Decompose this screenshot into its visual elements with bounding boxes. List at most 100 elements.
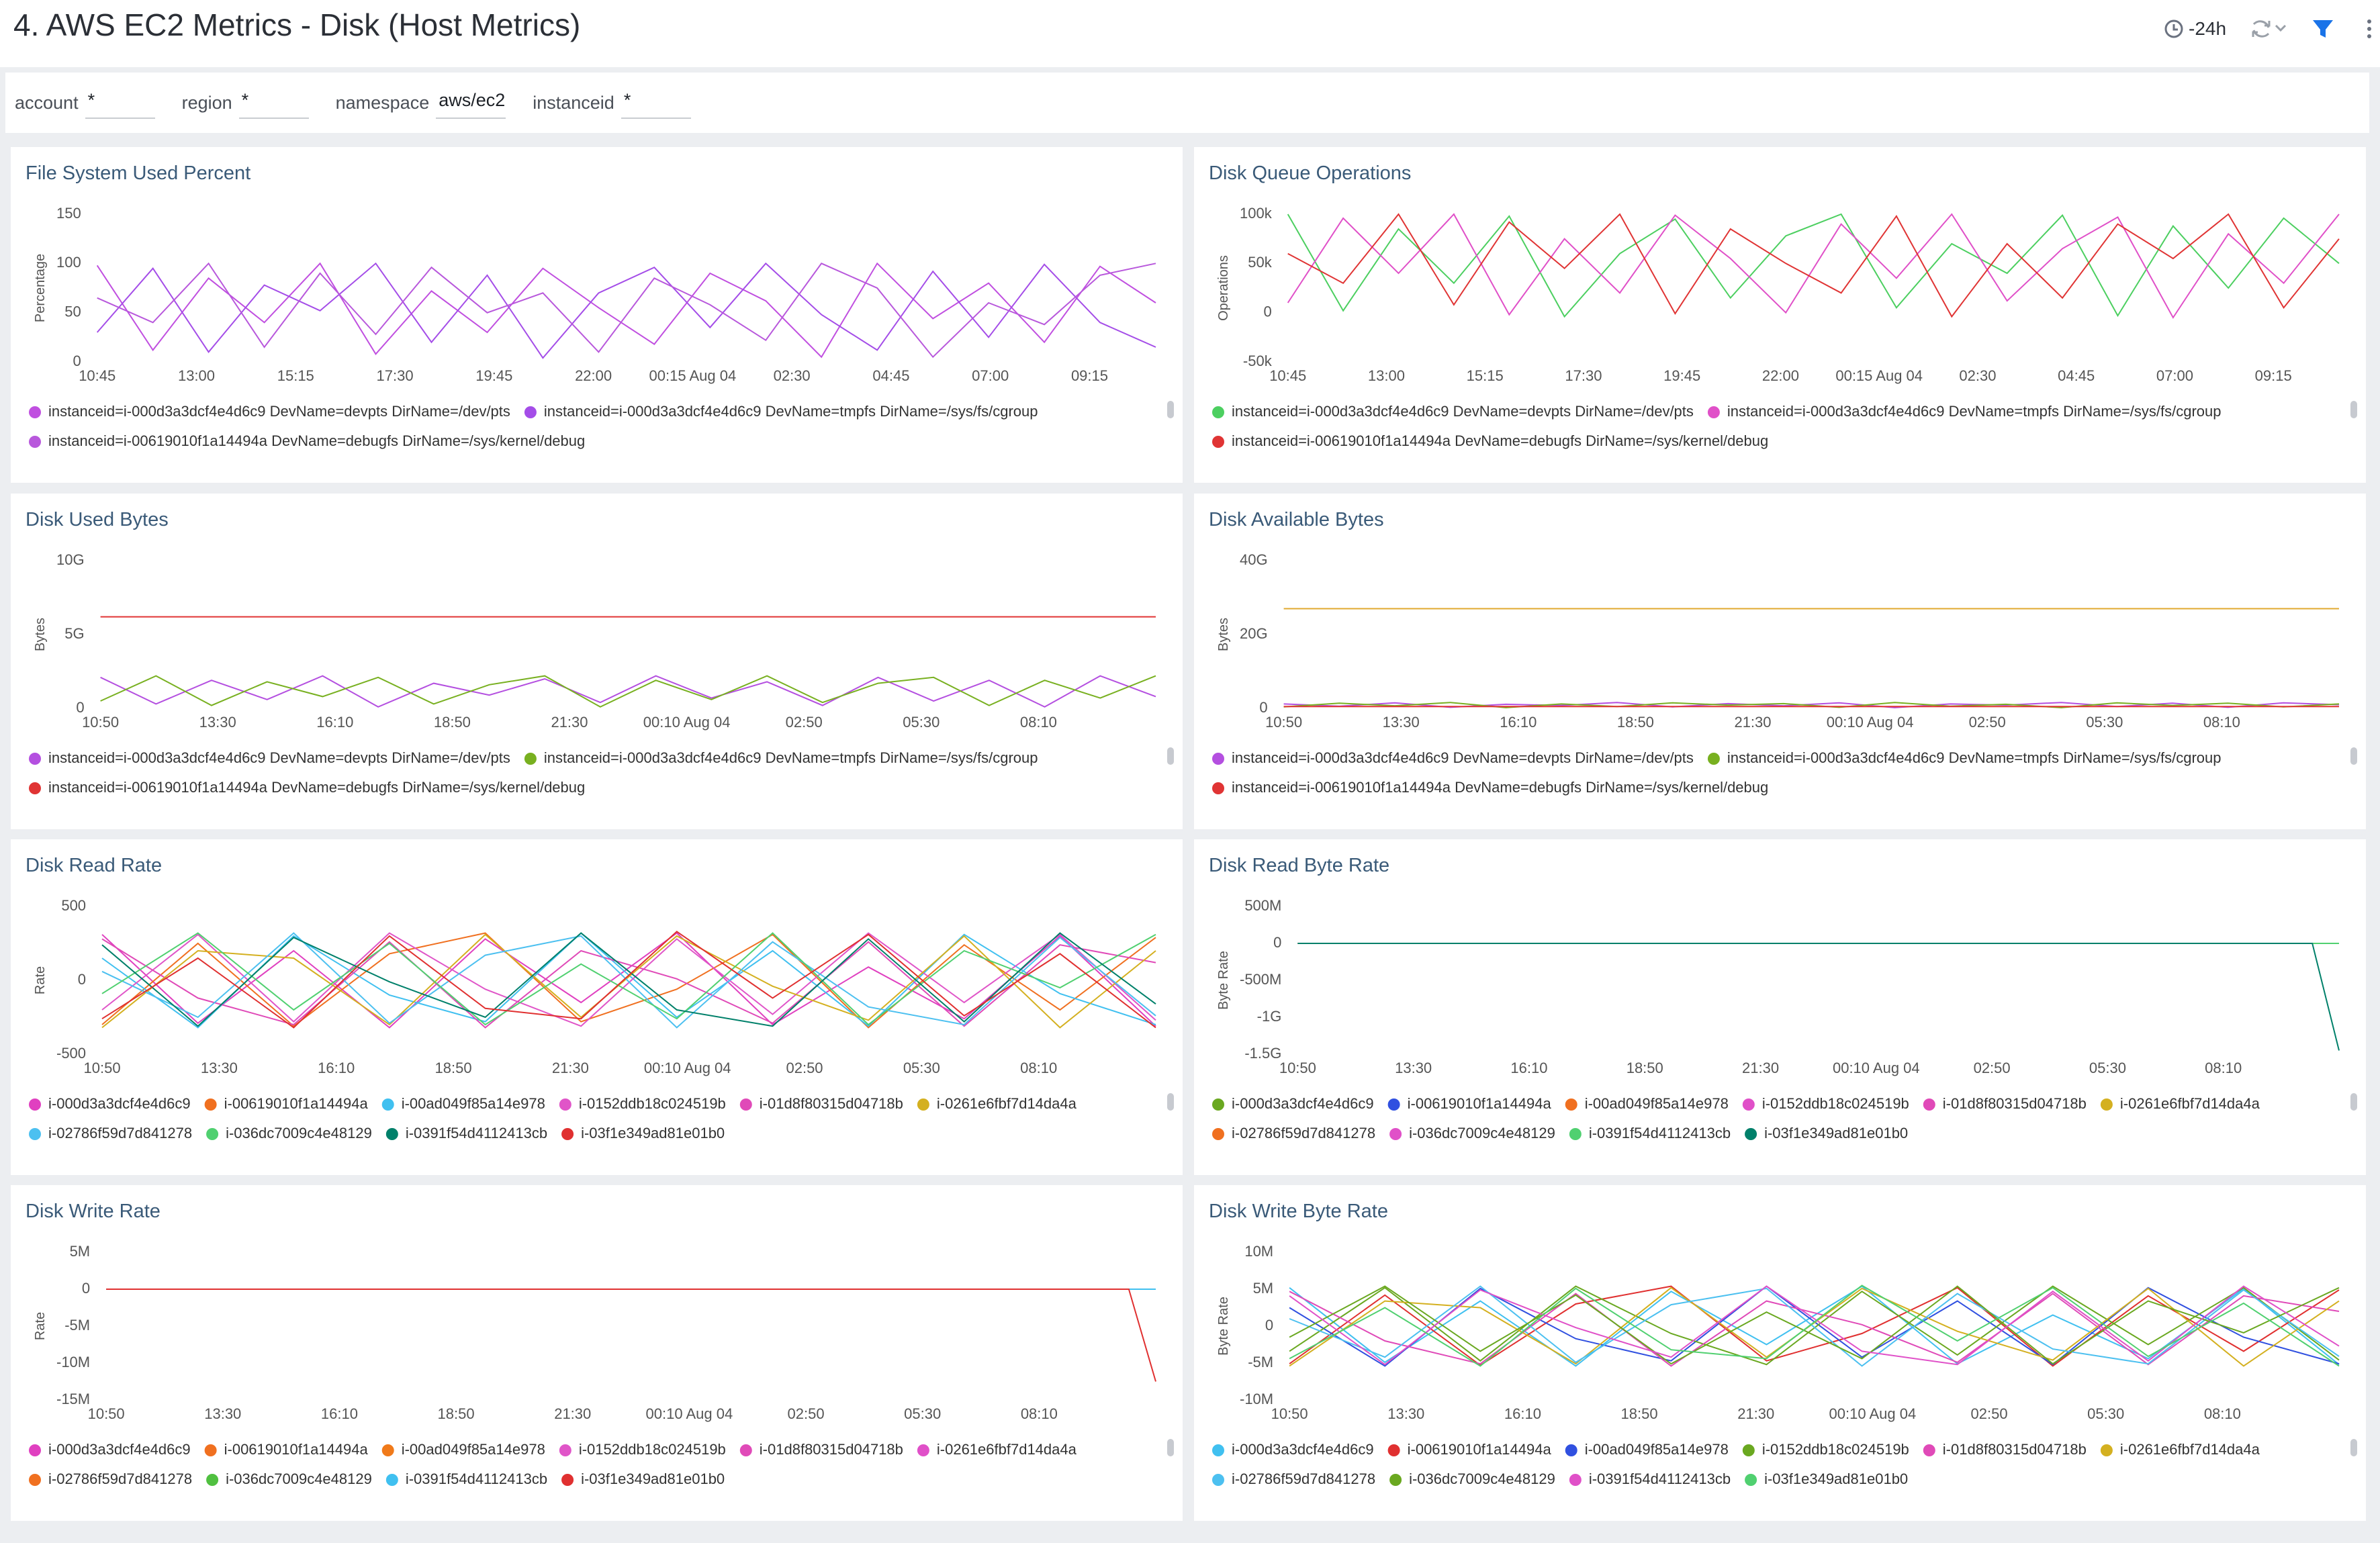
legend-label[interactable]: i-03f1e349ad81e01b0: [581, 1470, 725, 1487]
refresh-icon[interactable]: [2252, 20, 2271, 38]
legend-label[interactable]: instanceid=i-00619010f1a14494a DevName=d…: [48, 779, 585, 796]
legend-label[interactable]: i-0152ddb18c024519b: [1762, 1095, 1909, 1112]
series-line: [1289, 1285, 2340, 1367]
legend-label[interactable]: i-00619010f1a14494a: [224, 1441, 369, 1458]
legend-marker: [2100, 1098, 2113, 1111]
legend-label[interactable]: instanceid=i-000d3a3dcf4e4d6c9 DevName=d…: [1232, 749, 1694, 766]
legend-label[interactable]: i-02786f59d7d841278: [1232, 1125, 1375, 1141]
panel-title: Disk Queue Operations: [1209, 162, 1411, 184]
x-tick-label: 21:30: [1734, 714, 1771, 731]
y-tick-label: 100k: [1240, 205, 1273, 222]
x-tick-label: 10:45: [79, 367, 116, 384]
legend-label[interactable]: i-000d3a3dcf4e4d6c9: [48, 1441, 191, 1458]
filter-value[interactable]: *: [85, 87, 155, 119]
legend-label[interactable]: instanceid=i-000d3a3dcf4e4d6c9 DevName=t…: [1727, 749, 2222, 766]
legend-label[interactable]: i-00ad049f85a14e978: [1585, 1095, 1729, 1112]
legend-label[interactable]: i-02786f59d7d841278: [1232, 1470, 1375, 1487]
y-tick-label: 5M: [70, 1243, 91, 1260]
filter-icon[interactable]: [2313, 20, 2333, 38]
filter-value[interactable]: *: [238, 87, 309, 119]
legend-label[interactable]: i-02786f59d7d841278: [48, 1470, 192, 1487]
legend-label[interactable]: i-0152ddb18c024519b: [579, 1095, 726, 1112]
legend-label[interactable]: i-000d3a3dcf4e4d6c9: [1232, 1441, 1374, 1458]
filter-value[interactable]: aws/ec2: [436, 87, 506, 119]
legend-label[interactable]: i-01d8f80315d04718b: [1943, 1095, 2087, 1112]
legend-marker: [385, 1128, 398, 1140]
legend-label[interactable]: instanceid=i-000d3a3dcf4e4d6c9 DevName=t…: [1727, 403, 2222, 420]
legend-label[interactable]: i-00619010f1a14494a: [1408, 1441, 1552, 1458]
clock-icon[interactable]: [2164, 19, 2183, 38]
legend-label[interactable]: i-0261e6fbf7d14da4a: [937, 1441, 1077, 1458]
x-tick-label: 18:50: [1627, 1060, 1663, 1076]
legend-marker: [1212, 1444, 1224, 1456]
legend-marker: [1707, 753, 1720, 765]
legend-label[interactable]: instanceid=i-000d3a3dcf4e4d6c9 DevName=t…: [544, 749, 1038, 766]
legend-label[interactable]: i-01d8f80315d04718b: [760, 1441, 903, 1458]
y-tick-label: 0: [1265, 1317, 1273, 1334]
panel-chart: Disk Write Byte Rate -10M -5M 0 5M 10M Byte Ra…: [1209, 1201, 2357, 1487]
legend-label[interactable]: i-0261e6fbf7d14da4a: [2120, 1441, 2260, 1458]
menu-dot[interactable]: [2367, 19, 2371, 24]
time-range[interactable]: -24h: [2189, 18, 2226, 39]
legend-label[interactable]: i-00619010f1a14494a: [1408, 1095, 1552, 1112]
panel: File System Used Percent 0 50 100 150 Percent…: [11, 147, 1183, 483]
legend-label[interactable]: i-0391f54d4112413cb: [406, 1470, 547, 1487]
filter-label: region: [181, 92, 232, 113]
y-tick-label: 0: [1263, 303, 1271, 320]
legend-label[interactable]: i-03f1e349ad81e01b0: [1764, 1470, 1908, 1487]
panel-title: Disk Available Bytes: [1209, 509, 1384, 530]
legend-label[interactable]: i-036dc7009c4e48129: [1409, 1470, 1555, 1487]
y-tick-label: -5M: [64, 1317, 90, 1334]
legend-label[interactable]: i-01d8f80315d04718b: [760, 1095, 903, 1112]
legend-label[interactable]: i-0391f54d4112413cb: [406, 1125, 547, 1141]
menu-dot[interactable]: [2367, 27, 2371, 31]
refresh-chevron[interactable]: [2275, 24, 2287, 32]
y-tick-label: 5M: [1253, 1280, 1274, 1297]
legend-label[interactable]: instanceid=i-00619010f1a14494a DevName=d…: [1232, 432, 1768, 449]
legend-label[interactable]: i-01d8f80315d04718b: [1943, 1441, 2087, 1458]
legend-marker: [1565, 1444, 1577, 1456]
legend-label[interactable]: i-00ad049f85a14e978: [402, 1095, 545, 1112]
series-line: [1287, 213, 2340, 318]
legend-label[interactable]: i-000d3a3dcf4e4d6c9: [48, 1095, 191, 1112]
y-tick-label: 10M: [1244, 1243, 1273, 1260]
legend-label[interactable]: i-0152ddb18c024519b: [1762, 1441, 1909, 1458]
y-axis-label: Bytes: [33, 618, 48, 651]
legend-label[interactable]: i-0152ddb18c024519b: [579, 1441, 726, 1458]
filter-value[interactable]: *: [621, 87, 691, 119]
y-tick-label: 500M: [1244, 897, 1281, 914]
x-tick-label: 09:15: [1071, 367, 1108, 384]
filter-label: account: [15, 92, 79, 113]
legend-label[interactable]: i-0391f54d4112413cb: [1589, 1125, 1731, 1141]
legend-label[interactable]: i-0261e6fbf7d14da4a: [2120, 1095, 2260, 1112]
legend-label[interactable]: i-00ad049f85a14e978: [1585, 1441, 1729, 1458]
legend-label[interactable]: instanceid=i-00619010f1a14494a DevName=d…: [1232, 779, 1768, 796]
y-tick-label: -5M: [1248, 1354, 1273, 1370]
legend-label[interactable]: i-000d3a3dcf4e4d6c9: [1232, 1095, 1374, 1112]
menu-dot[interactable]: [2367, 34, 2371, 38]
series-line: [1289, 1285, 2340, 1367]
legend-label[interactable]: instanceid=i-000d3a3dcf4e4d6c9 DevName=d…: [1232, 403, 1694, 420]
legend-label[interactable]: instanceid=i-000d3a3dcf4e4d6c9 DevName=d…: [48, 749, 510, 766]
legend-label[interactable]: i-00ad049f85a14e978: [402, 1441, 545, 1458]
panel-title: File System Used Percent: [26, 162, 250, 184]
filter: namespace aws/ec2: [336, 87, 506, 119]
legend-label[interactable]: i-03f1e349ad81e01b0: [581, 1125, 725, 1141]
legend-label[interactable]: instanceid=i-00619010f1a14494a DevName=d…: [48, 432, 585, 449]
legend-label[interactable]: i-0261e6fbf7d14da4a: [937, 1095, 1077, 1112]
legend-label[interactable]: i-036dc7009c4e48129: [226, 1470, 372, 1487]
legend-label[interactable]: i-02786f59d7d841278: [48, 1125, 192, 1141]
legend-label[interactable]: instanceid=i-000d3a3dcf4e4d6c9 DevName=d…: [48, 403, 510, 420]
panel: Disk Read Rate -500 0 500 Rate 10:50 13:30 16:1…: [11, 839, 1183, 1175]
x-tick-label: 10:50: [1265, 714, 1302, 731]
legend-label[interactable]: i-036dc7009c4e48129: [1409, 1125, 1555, 1141]
legend-label[interactable]: i-0391f54d4112413cb: [1589, 1470, 1731, 1487]
legend-label[interactable]: i-03f1e349ad81e01b0: [1764, 1125, 1908, 1141]
x-tick-label: 15:15: [277, 367, 314, 384]
legend-label[interactable]: i-036dc7009c4e48129: [226, 1125, 372, 1141]
series-line: [101, 938, 1156, 1029]
legend-label[interactable]: instanceid=i-000d3a3dcf4e4d6c9 DevName=t…: [544, 403, 1038, 420]
legend-label[interactable]: i-00619010f1a14494a: [224, 1095, 369, 1112]
legend-marker: [1569, 1474, 1582, 1486]
panel: Disk Write Rate -15M -10M -5M 0 5M Rate 10:50 13…: [11, 1185, 1183, 1521]
